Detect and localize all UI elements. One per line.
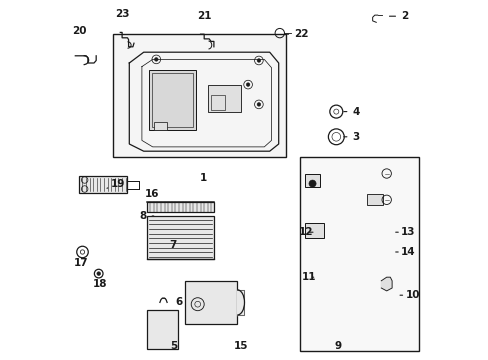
Text: 7: 7	[168, 240, 176, 250]
Text: 13: 13	[395, 227, 415, 237]
Text: 8: 8	[139, 211, 153, 221]
Text: 5: 5	[170, 341, 178, 351]
Text: 23: 23	[115, 9, 130, 19]
Bar	[147, 202, 213, 212]
Bar	[149, 70, 196, 130]
Bar	[305, 174, 320, 187]
Text: 4: 4	[343, 107, 359, 117]
Text: 21: 21	[197, 11, 211, 21]
Bar	[211, 95, 224, 110]
Bar	[153, 122, 167, 130]
Text: 20: 20	[72, 26, 87, 36]
Bar	[185, 281, 237, 324]
Bar	[147, 216, 213, 259]
Bar	[147, 310, 178, 349]
Text: 6: 6	[175, 297, 182, 307]
Circle shape	[308, 180, 316, 187]
Text: 9: 9	[334, 341, 341, 351]
Circle shape	[97, 272, 101, 275]
Bar	[366, 194, 382, 205]
Text: 10: 10	[399, 290, 419, 300]
Circle shape	[257, 103, 260, 106]
Text: 2: 2	[388, 11, 407, 21]
Circle shape	[154, 58, 158, 61]
Bar	[305, 223, 323, 238]
Text: 16: 16	[144, 189, 159, 199]
Text: 3: 3	[343, 132, 359, 142]
Text: 1: 1	[199, 173, 206, 183]
Bar	[152, 73, 193, 127]
Bar	[113, 34, 285, 157]
Text: 15: 15	[233, 341, 247, 351]
Text: 12: 12	[299, 227, 313, 237]
Polygon shape	[381, 277, 391, 291]
Text: 18: 18	[93, 279, 107, 289]
Text: 19: 19	[107, 179, 125, 189]
Text: 14: 14	[395, 247, 415, 257]
Text: 22: 22	[286, 29, 308, 39]
Bar	[79, 176, 127, 193]
Circle shape	[257, 59, 260, 62]
Circle shape	[246, 83, 249, 86]
Text: 17: 17	[74, 258, 88, 268]
Bar	[208, 85, 241, 112]
Text: 11: 11	[302, 272, 316, 282]
Bar	[300, 157, 418, 351]
Polygon shape	[129, 52, 278, 151]
